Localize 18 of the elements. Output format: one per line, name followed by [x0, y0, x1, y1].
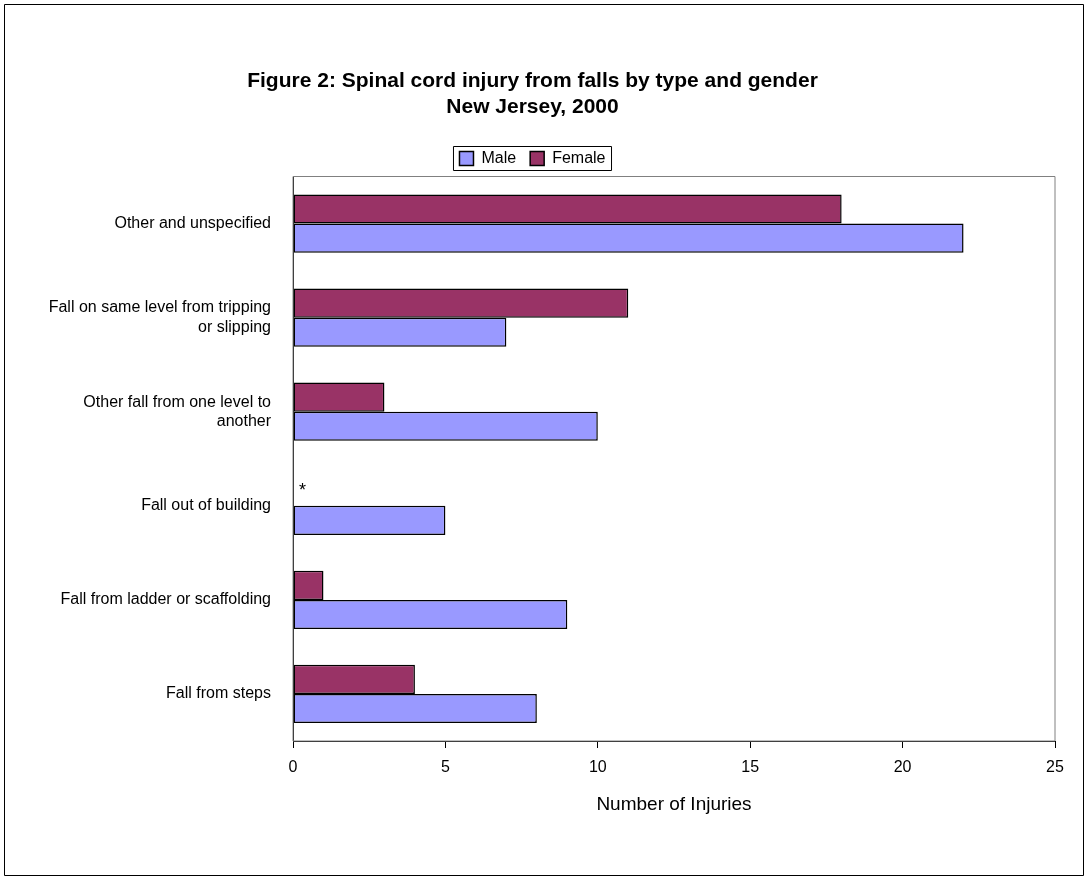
- y-tick-label: Other and unspecified: [114, 213, 271, 231]
- x-tick-label: 15: [741, 758, 760, 776]
- x-tick-label: 20: [893, 758, 912, 776]
- y-tick-label: Fall out of building: [141, 496, 271, 514]
- chart-title: Figure 2: Spinal cord injury from falls by type and gender: [247, 67, 818, 91]
- x-tick-label: 0: [288, 758, 298, 776]
- x-tick-label: 25: [1046, 758, 1064, 776]
- x-tick-label: 5: [440, 758, 450, 776]
- annotation: *: [299, 480, 307, 501]
- x-tick-label: 10: [588, 758, 607, 776]
- legend-label: Female: [552, 148, 606, 166]
- y-tick-label: Fall from ladder or scaffolding: [60, 590, 271, 608]
- legend-label: Male: [481, 148, 517, 166]
- y-tick-label: Fall on same level from tripping or slipping: [48, 298, 271, 335]
- chart-subtitle: New Jersey, 2000: [446, 94, 619, 118]
- y-tick-label: Fall from steps: [166, 684, 271, 702]
- x-axis-title: Number of Injuries: [596, 792, 752, 814]
- y-tick-label: Other fall from one level to another: [83, 392, 272, 429]
